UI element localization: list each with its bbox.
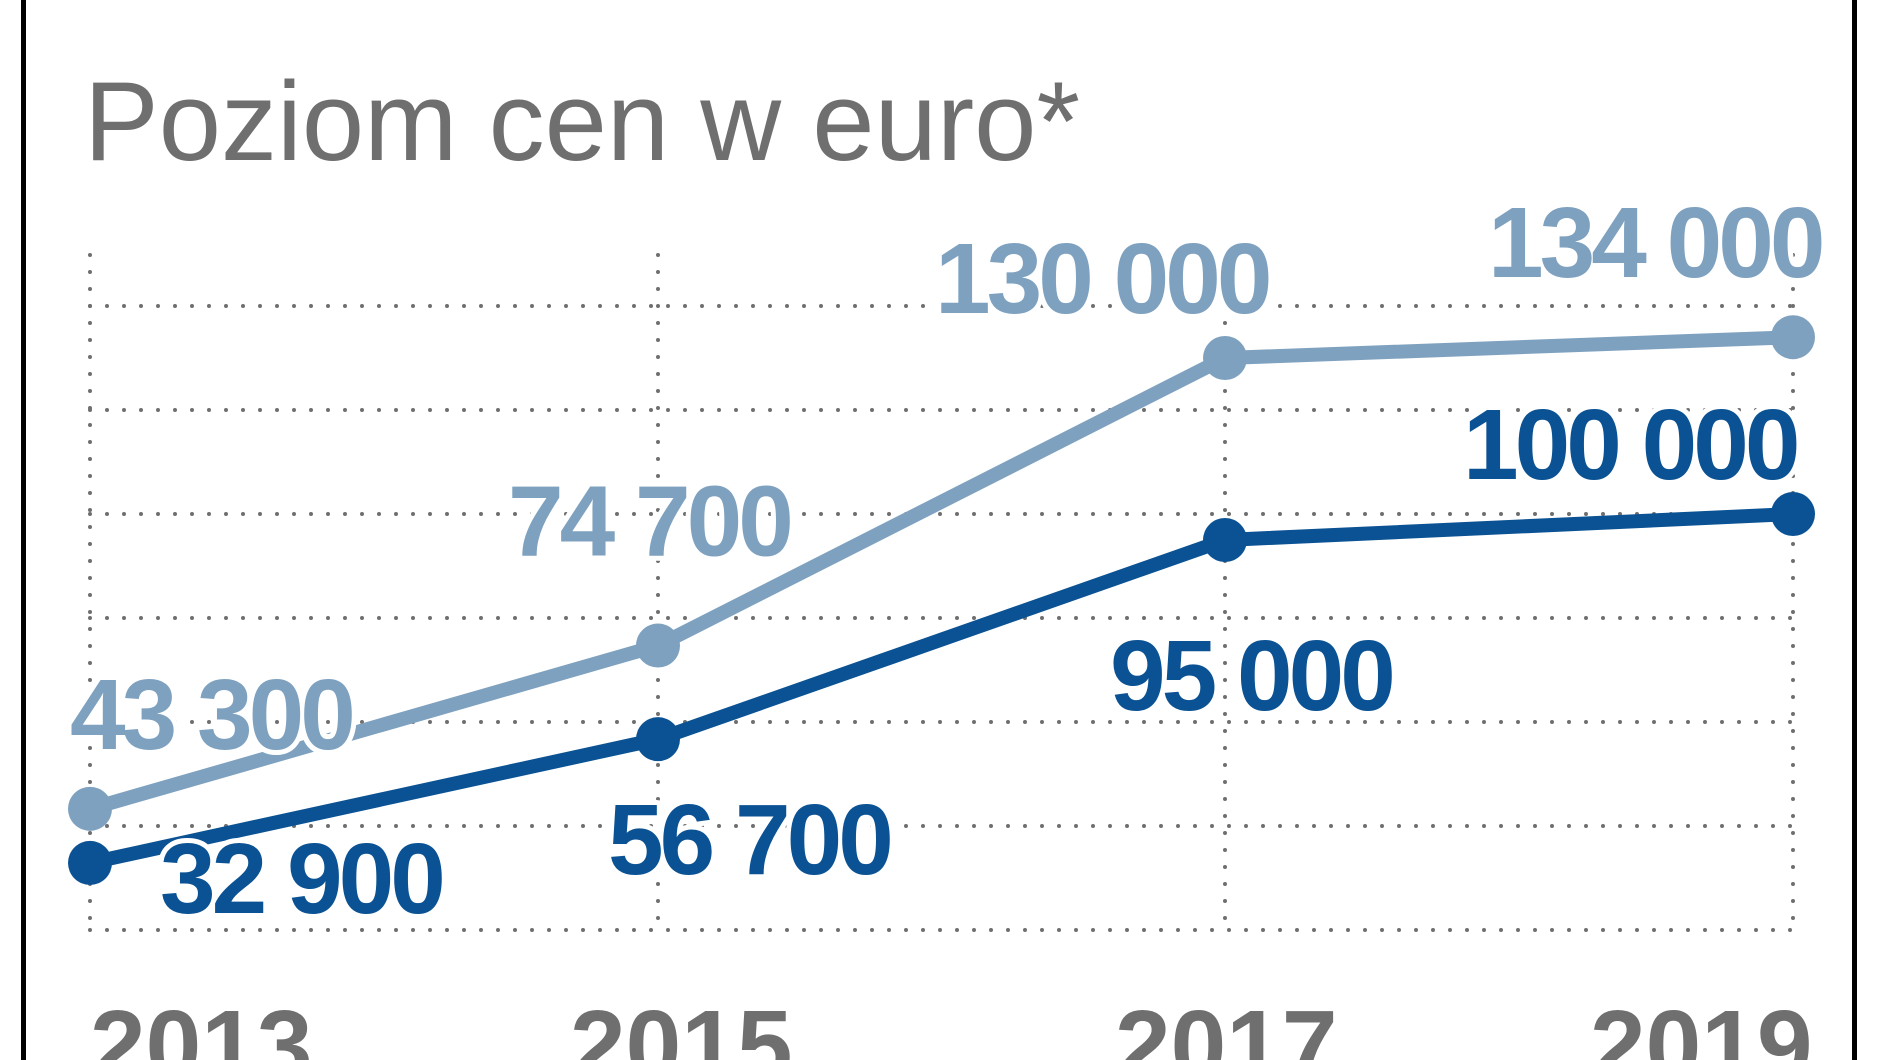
data-point xyxy=(68,786,112,831)
data-label: 74 700 xyxy=(508,466,790,578)
data-label: 56 700 xyxy=(608,784,890,896)
x-axis-ticks: 2013 2015 2017 2019 xyxy=(90,990,1812,1060)
data-point xyxy=(636,623,680,668)
data-point xyxy=(1203,518,1247,562)
series-lines xyxy=(83,330,1800,870)
data-label: 130 000 xyxy=(935,223,1269,335)
data-point xyxy=(1771,315,1815,360)
chart-title: Poziom cen w euro* xyxy=(84,59,1080,184)
series-points xyxy=(68,315,1815,885)
x-tick-label: 2013 xyxy=(90,990,312,1060)
data-label: 95 000 xyxy=(1110,620,1392,732)
data-label: 43 300 xyxy=(70,659,352,771)
data-point xyxy=(68,840,112,885)
series-line-1 xyxy=(83,330,1800,816)
data-point xyxy=(1771,492,1815,536)
data-label: 32 900 xyxy=(160,823,442,935)
series-line-2 xyxy=(83,507,1800,870)
data-label: 100 000 xyxy=(1463,389,1797,501)
data-labels: 43 300 74 700 130 000 134 000 32 900 56 700 95… xyxy=(65,182,1831,940)
data-point xyxy=(1203,336,1247,380)
frame-left-border xyxy=(21,0,26,1060)
frame-right-border xyxy=(1852,0,1857,1060)
data-label: 134 000 xyxy=(1488,187,1822,299)
x-tick-label: 2019 xyxy=(1590,990,1812,1060)
x-tick-label: 2017 xyxy=(1115,990,1337,1060)
data-point xyxy=(636,717,680,762)
x-tick-label: 2015 xyxy=(570,990,792,1060)
